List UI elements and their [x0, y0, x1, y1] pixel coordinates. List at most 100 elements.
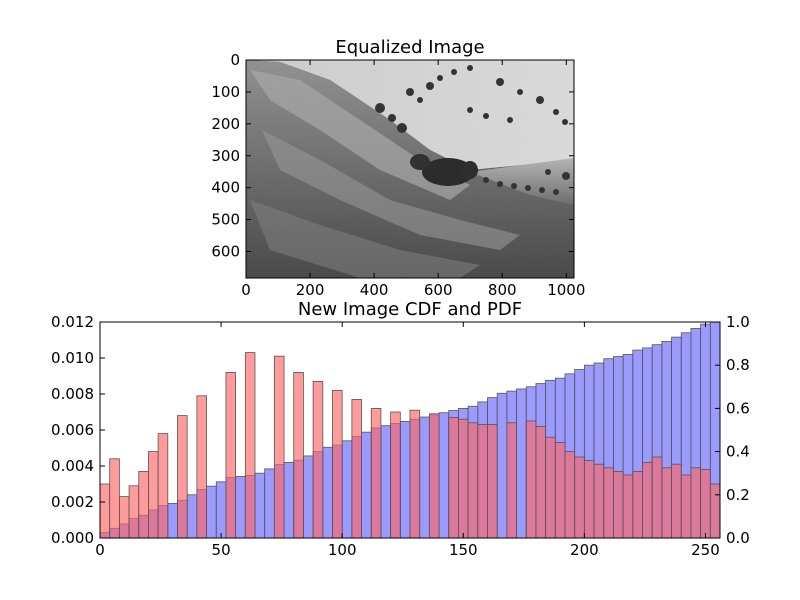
- pdf-bar: [671, 463, 682, 539]
- image-y-tick-label: 500: [211, 211, 240, 229]
- pdf-bar: [632, 470, 643, 539]
- chart-x-tick-label: 100: [328, 541, 357, 559]
- pdf-bar: [118, 496, 130, 539]
- pdf-bar: [651, 456, 663, 539]
- cdf-bar: [283, 461, 295, 539]
- cdf-bar: [341, 440, 353, 539]
- pdf-bar: [554, 442, 566, 539]
- pdf-bar: [709, 483, 721, 539]
- pdf-bar: [448, 416, 459, 539]
- chart-left-y-tick-label: 0.008: [51, 385, 94, 403]
- pdf-bar: [244, 352, 256, 539]
- chart-x-tick-label: 200: [570, 541, 599, 559]
- image-y-tick-label: 300: [211, 147, 240, 165]
- chart-right-y-tick-label: 0.0: [726, 529, 750, 547]
- chart-left-y-tick-label: 0.006: [51, 421, 94, 439]
- chart-x-tick-label: 250: [691, 541, 720, 559]
- pdf-bar: [593, 463, 605, 539]
- chart-right-y-tick-label: 1.0: [726, 313, 750, 331]
- pdf-bar: [128, 485, 140, 539]
- equalized-image: [246, 60, 574, 278]
- pdf-bar: [293, 371, 304, 539]
- cdf-bar: [167, 503, 178, 539]
- chart-left-y-tick-label: 0.000: [51, 529, 94, 547]
- chart-left-y-tick-label: 0.004: [51, 457, 94, 475]
- pdf-bar: [177, 415, 188, 539]
- cdf-bar: [264, 468, 275, 539]
- chart-left-y-tick-label: 0.012: [51, 313, 94, 331]
- pdf-bar: [148, 451, 159, 539]
- chart-right-y-axis: 0.0 0.2 0.4 0.6 0.8 1.0: [715, 313, 750, 547]
- chart-right-y-tick-label: 0.4: [726, 443, 750, 461]
- pdf-bar: [680, 474, 692, 539]
- cdf-bar: [235, 476, 246, 539]
- pdf-bar: [390, 411, 401, 539]
- image-y-axis: 0 100 200 300 400 500 600: [211, 51, 574, 261]
- pdf-bar: [458, 418, 469, 539]
- cdf-bar: [361, 431, 372, 539]
- cdf-bar: [380, 425, 392, 539]
- image-y-tick-label: 400: [211, 179, 240, 197]
- cdf-bar: [303, 455, 314, 539]
- cdf-bar: [516, 388, 527, 539]
- pdf-bar: [545, 436, 556, 539]
- cdf-bar: [419, 416, 430, 539]
- pdf-bar: [332, 389, 343, 539]
- pdf-bar: [487, 424, 498, 539]
- pdf-bar: [157, 433, 169, 539]
- pdf-bar: [138, 470, 149, 539]
- pdf-bar: [700, 469, 711, 539]
- pdf-bar: [109, 458, 120, 539]
- pdf-bar: [583, 460, 595, 539]
- cdf-bar: [186, 494, 198, 539]
- pdf-bar: [642, 461, 653, 539]
- image-x-tick-label: 200: [296, 281, 325, 299]
- pdf-bar: [525, 420, 537, 539]
- image-frame: [245, 59, 575, 279]
- image-x-axis: 0 200 400 600 800 1000: [241, 60, 585, 299]
- chart-right-y-tick-label: 0.8: [726, 356, 750, 374]
- cdf-bar: [206, 485, 217, 539]
- image-x-tick-label: 400: [360, 281, 389, 299]
- image-y-tick-label: 600: [211, 243, 240, 261]
- pdf-bar: [351, 398, 362, 539]
- chart-right-y-tick-label: 0.2: [726, 486, 750, 504]
- chart-right-y-tick-label: 0.6: [726, 399, 750, 417]
- image-y-tick-label: 200: [211, 115, 240, 133]
- image-x-tick-label: 600: [424, 281, 453, 299]
- pdf-bar: [225, 371, 237, 539]
- chart-title: New Image CDF and PDF: [298, 299, 522, 320]
- image-title: Equalized Image: [335, 37, 484, 58]
- pdf-bar: [574, 456, 585, 539]
- cdf-bar: [496, 392, 508, 539]
- pdf-bar: [467, 422, 479, 539]
- pdf-bar: [477, 424, 488, 539]
- pdf-bar: [661, 467, 672, 539]
- chart-left-y-tick-label: 0.002: [51, 493, 94, 511]
- chart-left-y-axis: 0.000 0.002 0.004 0.006 0.008 0.010 0.012: [51, 313, 105, 547]
- pdf-bar: [196, 395, 207, 539]
- pdf-bar: [312, 380, 324, 539]
- cdf-bar: [322, 446, 333, 539]
- pdf-bar: [622, 474, 634, 539]
- chart-x-tick-label: 50: [212, 541, 231, 559]
- chart-x-tick-label: 0: [95, 541, 105, 559]
- pdf-bar: [603, 467, 614, 539]
- image-x-tick-label: 800: [488, 281, 517, 299]
- pdf-bar: [370, 407, 382, 539]
- pdf-bar: [99, 483, 111, 539]
- chart-x-tick-label: 150: [449, 541, 478, 559]
- pdf-bar: [273, 355, 285, 539]
- pdf-bar: [409, 409, 421, 539]
- image-x-tick-label: 0: [241, 281, 251, 299]
- chart-left-y-tick-label: 0.010: [51, 349, 94, 367]
- image-y-tick-label: 0: [230, 51, 240, 69]
- pdf-bar: [613, 470, 624, 539]
- pdf-bar: [428, 413, 440, 539]
- cdf-bar: [399, 420, 411, 539]
- pdf-bar: [535, 425, 547, 539]
- image-y-tick-label: 100: [211, 83, 240, 101]
- image-x-tick-label: 1000: [547, 281, 585, 299]
- cdf-bar: [254, 472, 266, 539]
